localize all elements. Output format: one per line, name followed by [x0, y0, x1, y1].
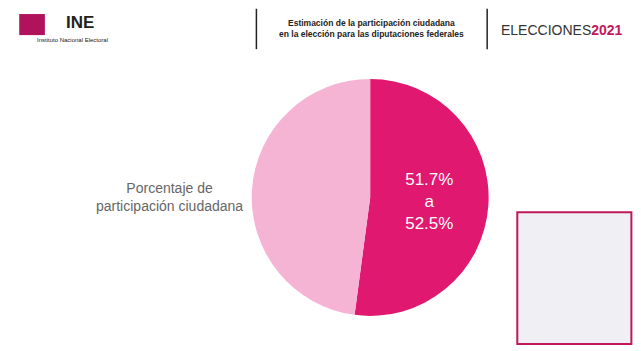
svg-text:Estimación de la participación: Estimación de la participación ciudadana… [279, 18, 464, 39]
svg-text:ELECCIONES2021: ELECCIONES2021 [501, 22, 623, 38]
svg-text:51.7%a52.5%: 51.7%a52.5% [405, 170, 453, 233]
svg-text:Porcentaje departicipación ciu: Porcentaje departicipación ciudadana [96, 180, 243, 214]
svg-text:INE: INE [66, 13, 94, 32]
svg-text:Instituto Nacional Electoral: Instituto Nacional Electoral [37, 37, 108, 43]
